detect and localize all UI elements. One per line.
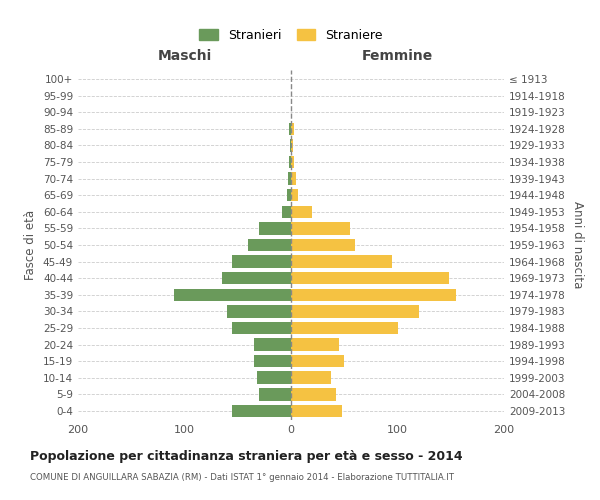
Bar (291, 272, 449, 284)
Bar (291, 206, 313, 218)
Bar (222, 272, 291, 284)
Text: Femmine: Femmine (362, 49, 433, 63)
Bar (291, 305, 419, 318)
Bar (259, 388, 291, 400)
Bar (283, 206, 291, 218)
Bar (289, 122, 291, 135)
Bar (291, 338, 339, 350)
Bar (291, 372, 331, 384)
Bar (291, 388, 336, 400)
Bar (289, 156, 291, 168)
Bar (257, 372, 291, 384)
Y-axis label: Fasce di età: Fasce di età (25, 210, 37, 280)
Bar (254, 355, 291, 368)
Bar (291, 322, 398, 334)
Bar (291, 140, 293, 151)
Bar (232, 256, 291, 268)
Bar (291, 172, 296, 185)
Bar (291, 288, 456, 301)
Bar (291, 256, 392, 268)
Bar (291, 404, 342, 417)
Bar (291, 156, 294, 168)
Text: COMUNE DI ANGUILLARA SABAZIA (RM) - Dati ISTAT 1° gennaio 2014 - Elaborazione TU: COMUNE DI ANGUILLARA SABAZIA (RM) - Dati… (30, 472, 454, 482)
Bar (288, 172, 291, 185)
Bar (291, 122, 294, 135)
Bar (227, 305, 291, 318)
Bar (248, 239, 291, 251)
Bar (232, 404, 291, 417)
Y-axis label: Anni di nascita: Anni di nascita (571, 202, 584, 288)
Bar (291, 189, 298, 202)
Bar (291, 239, 355, 251)
Text: Popolazione per cittadinanza straniera per età e sesso - 2014: Popolazione per cittadinanza straniera p… (30, 450, 463, 463)
Text: Maschi: Maschi (157, 49, 212, 63)
Bar (232, 322, 291, 334)
Bar (291, 355, 344, 368)
Bar (174, 288, 291, 301)
Bar (254, 338, 291, 350)
Bar (290, 140, 291, 151)
Legend: Stranieri, Straniere: Stranieri, Straniere (194, 24, 388, 47)
Bar (291, 222, 350, 234)
Bar (287, 189, 291, 202)
Bar (259, 222, 291, 234)
